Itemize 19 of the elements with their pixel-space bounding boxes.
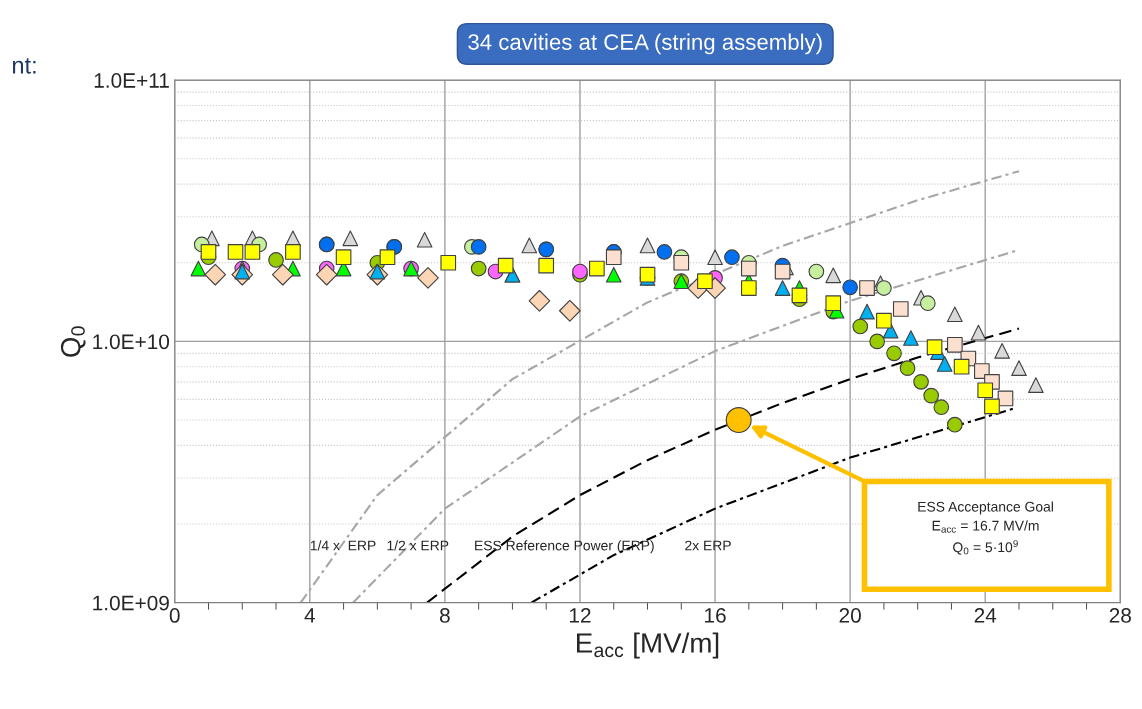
x-tick-label: 0	[169, 608, 180, 623]
x-tick-label: 20	[839, 608, 861, 623]
annotation: 2x ERP	[685, 540, 731, 551]
chart-title: 34 cavities at CEA (string assembly)	[468, 33, 822, 55]
x-tick-label: 16	[705, 608, 726, 623]
x-tick-label: 8	[440, 608, 450, 623]
y-tick-label: 1.0E+10	[93, 334, 170, 350]
x-tick-label: 28	[1109, 608, 1131, 623]
x-tick-label: 12	[569, 608, 591, 623]
text: nt:	[12, 58, 36, 74]
y-tick-label: 1.0E+09	[93, 595, 169, 611]
annotation: 1/2 x ERP	[387, 540, 449, 551]
annotation: ESS Acceptance Goal E$_{acc}$ = 16.7 MV/m Q$_{0}$ = 5·10$^{9}$	[918, 501, 1053, 555]
x-tick-label: 24	[974, 608, 997, 623]
annotation: 1/4 x ERP	[310, 540, 376, 551]
x-axis-title: E$_{acc}$ [MV/m]	[577, 632, 719, 659]
x-tick-label: 4	[304, 608, 315, 623]
y-axis-title: Q$_{0}$	[60, 326, 86, 357]
y-tick-label: 1.0E+11	[94, 73, 169, 88]
